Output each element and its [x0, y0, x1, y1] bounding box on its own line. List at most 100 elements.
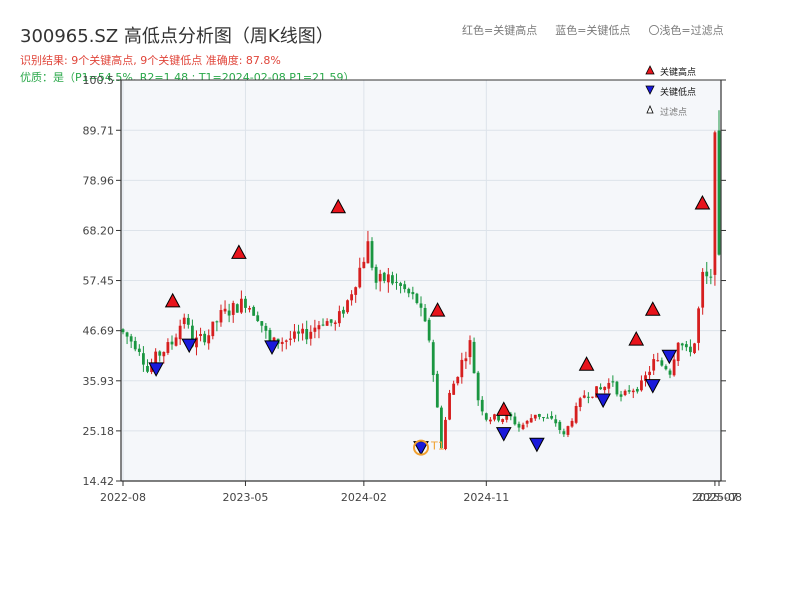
- candle-body: [562, 431, 566, 435]
- candle-body: [456, 376, 460, 384]
- candle-body: [207, 335, 211, 344]
- candle-body: [182, 317, 186, 325]
- candle-body: [480, 399, 484, 412]
- candle-body: [533, 414, 537, 419]
- candle-body: [705, 271, 709, 277]
- candle-body: [391, 275, 394, 284]
- candle-body: [305, 329, 309, 340]
- candle-body: [162, 351, 166, 357]
- color-key-red: 红色=关键高点: [462, 24, 538, 37]
- candle-body: [244, 298, 247, 308]
- candle-body: [309, 331, 313, 339]
- candle-body: [231, 302, 235, 315]
- candle-body: [354, 287, 358, 295]
- candle-body: [660, 360, 664, 366]
- key-low-marker: [529, 437, 545, 453]
- candle-body: [444, 419, 447, 450]
- candle-body: [550, 416, 554, 419]
- key-high-marker: [231, 244, 247, 259]
- candle-body: [211, 321, 215, 337]
- candle-body: [337, 311, 341, 324]
- candle-body: [427, 319, 431, 341]
- y-tick-label: 57.45: [83, 275, 115, 288]
- candle-body: [374, 266, 378, 283]
- candle-body: [525, 420, 529, 424]
- candle-body: [689, 346, 692, 353]
- candle-body: [137, 348, 141, 352]
- key-low-marker: [264, 340, 280, 355]
- candle-body: [329, 319, 333, 323]
- candle-body: [350, 294, 354, 301]
- candle-body: [272, 337, 276, 344]
- x-tick-label: 2022-08: [100, 491, 146, 504]
- candle-body: [578, 398, 582, 407]
- candles: [121, 110, 721, 451]
- candle-body: [672, 359, 676, 376]
- candle-body: [574, 406, 578, 423]
- candle-body: [125, 332, 129, 337]
- candle-body: [399, 283, 402, 286]
- candle-body: [252, 306, 256, 316]
- candle-body: [684, 344, 688, 348]
- candle-body: [264, 325, 268, 331]
- legend-high-label: 关键高点: [660, 66, 696, 78]
- candle-body: [235, 304, 239, 313]
- key-high-marker: [164, 292, 181, 308]
- candle-body: [595, 386, 598, 398]
- candle-body: [488, 419, 492, 422]
- candle-body: [395, 281, 398, 283]
- candle-body: [570, 420, 574, 427]
- candle-body: [346, 300, 349, 313]
- candle-body: [648, 371, 652, 376]
- candle-body: [423, 307, 427, 322]
- candle-body: [676, 342, 680, 362]
- color-key: 红色=关键高点 蓝色=关键低点 〇浅色=过滤点: [462, 22, 724, 38]
- candle-body: [358, 267, 362, 288]
- y-tick-label: 46.69: [83, 325, 115, 338]
- key-high-marker: [644, 301, 661, 316]
- key-high-marker: [694, 194, 711, 210]
- candle-body: [415, 293, 419, 303]
- candle-body: [407, 288, 411, 294]
- candle-body: [615, 381, 619, 395]
- candle-body: [366, 241, 370, 264]
- t1-ring: [413, 439, 429, 456]
- candle-body: [635, 388, 639, 392]
- candle-body: [190, 325, 194, 347]
- color-key-light: 〇浅色=过滤点: [648, 24, 724, 37]
- y-tick-label: 100.5: [83, 74, 115, 87]
- candle-body: [142, 353, 145, 365]
- candle-body: [656, 360, 660, 362]
- candle-body: [219, 310, 223, 323]
- key-high-marker: [495, 401, 512, 416]
- y-tick-label: 78.96: [83, 174, 115, 187]
- candle-body: [591, 396, 594, 398]
- candle-body: [586, 396, 590, 398]
- candle-body: [215, 321, 219, 323]
- candle-body: [493, 414, 496, 420]
- candle-body: [170, 341, 174, 345]
- candle-body: [378, 273, 382, 282]
- candle-body: [174, 337, 178, 346]
- x-tick-label: 2023-05: [222, 491, 268, 504]
- candle-body: [386, 274, 390, 283]
- candle-body: [382, 272, 386, 281]
- candle-body: [248, 308, 251, 310]
- candle-body: [521, 424, 525, 430]
- candle-body: [321, 324, 325, 326]
- candle-body: [448, 392, 451, 420]
- candle-body: [166, 342, 170, 353]
- key-low-marker: [595, 393, 611, 409]
- candle-body: [566, 426, 570, 435]
- candle-body: [280, 341, 284, 344]
- candle-body: [333, 322, 337, 324]
- candle-body: [505, 415, 509, 420]
- legend-low-label: 关键低点: [660, 86, 696, 98]
- y-tick-label: 25.18: [83, 425, 115, 438]
- candle-body: [713, 132, 717, 275]
- candle-body: [627, 390, 631, 392]
- candle-body: [680, 343, 684, 346]
- candle-body: [603, 386, 607, 391]
- candle-body: [313, 327, 317, 332]
